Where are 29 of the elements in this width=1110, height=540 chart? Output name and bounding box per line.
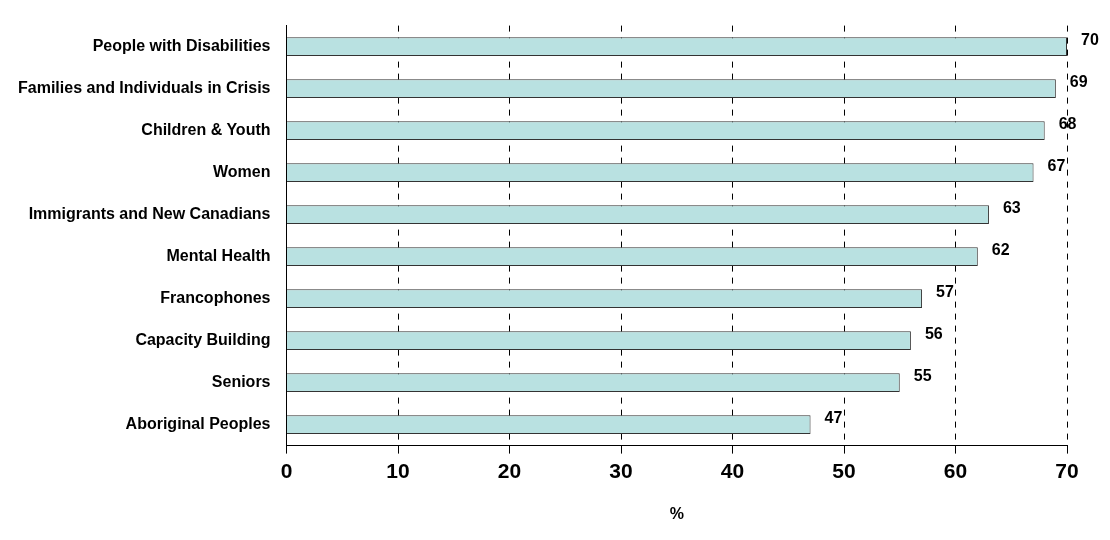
x-tick-label: 20 — [497, 459, 522, 482]
data-label: 68 — [1058, 115, 1077, 133]
data-label: 47 — [824, 409, 843, 427]
y-tick-label: Children & Youth — [141, 121, 271, 139]
y-tick-label: Aboriginal Peoples — [125, 415, 271, 433]
y-tick-label: Francophones — [160, 289, 271, 307]
data-label: 70 — [1081, 31, 1099, 49]
data-label: 63 — [1002, 199, 1021, 217]
x-tick-label: 60 — [943, 459, 968, 482]
y-tick-label: Mental Health — [166, 247, 271, 265]
y-tick-label: People with Disabilities — [92, 37, 271, 55]
x-axis-title: % — [669, 504, 684, 522]
y-tick-label: Women — [213, 163, 271, 181]
x-tick-label: 70 — [1055, 459, 1079, 482]
data-label: 56 — [924, 325, 943, 343]
y-tick-label: Capacity Building — [135, 331, 271, 349]
data-label: 57 — [936, 283, 954, 301]
data-label: 55 — [913, 367, 932, 385]
x-tick-label: 10 — [386, 459, 410, 482]
y-tick-label: Seniors — [211, 373, 271, 391]
x-tick-label: 0 — [280, 459, 293, 482]
y-tick-label: Immigrants and New Canadians — [28, 205, 271, 223]
x-tick-label: 40 — [720, 459, 745, 482]
x-tick-label: 30 — [609, 459, 633, 482]
x-tick-label: 50 — [832, 459, 856, 482]
data-label: 69 — [1069, 73, 1088, 91]
data-label: 62 — [991, 241, 1010, 259]
data-label: 67 — [1047, 157, 1066, 175]
y-tick-label: Families and Individuals in Crisis — [18, 79, 271, 97]
